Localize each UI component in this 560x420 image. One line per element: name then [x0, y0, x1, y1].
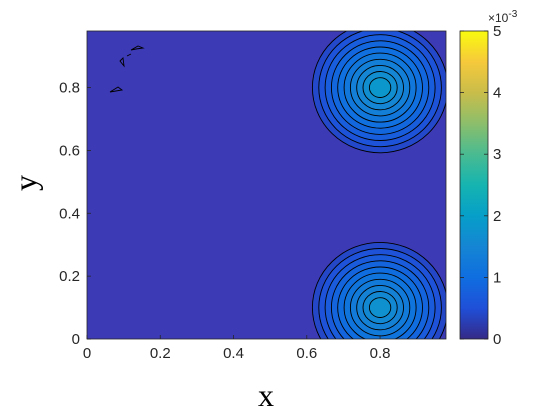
- x-tick-label: 0.8: [370, 345, 391, 362]
- colorbar-tick-label: 3: [493, 146, 501, 163]
- colorbar-multiplier: ×10-3: [488, 9, 518, 25]
- y-tick-label: 0.6: [59, 142, 80, 159]
- artifact-mark: [126, 53, 132, 57]
- contour-level: [368, 297, 392, 318]
- plot-frame: [86, 30, 447, 340]
- artifact-mark: [119, 57, 125, 68]
- x-tick-label: 0.4: [223, 345, 244, 362]
- colorbar-tick-label: 1: [493, 269, 501, 286]
- artifact-mark: [109, 86, 124, 93]
- artifact-marks: [109, 45, 145, 93]
- colorbar-tick-label: 2: [493, 208, 501, 225]
- colorbar-multiplier-exponent: -3: [508, 9, 517, 20]
- colorbar-ticks: 0 1 2 3 4 5: [460, 23, 501, 348]
- y-axis: 0 0.2 0.4 0.6 0.8: [59, 80, 91, 348]
- contour-level: [368, 77, 392, 98]
- y-tick-label: 0.2: [59, 268, 80, 285]
- colorbar: [459, 30, 489, 340]
- x-axis-label: x: [258, 377, 274, 413]
- y-axis-label: y: [7, 175, 43, 191]
- artifact-mark: [130, 45, 145, 51]
- y-tick-label: 0: [72, 331, 80, 348]
- contour-layer: [311, 31, 446, 339]
- x-tick-label: 0: [83, 345, 91, 362]
- colorbar-tick-label: 5: [493, 23, 501, 40]
- colorbar-tick-label: 0: [493, 331, 501, 348]
- x-tick-label: 0.6: [296, 345, 317, 362]
- colorbar-multiplier-base: ×10: [488, 11, 509, 25]
- x-axis: 0 0.2 0.4 0.6 0.8: [83, 335, 391, 362]
- x-tick-label: 0.2: [150, 345, 171, 362]
- y-tick-label: 0.8: [59, 80, 80, 97]
- y-tick-label: 0.4: [59, 205, 80, 222]
- colorbar-tick-label: 4: [493, 85, 501, 102]
